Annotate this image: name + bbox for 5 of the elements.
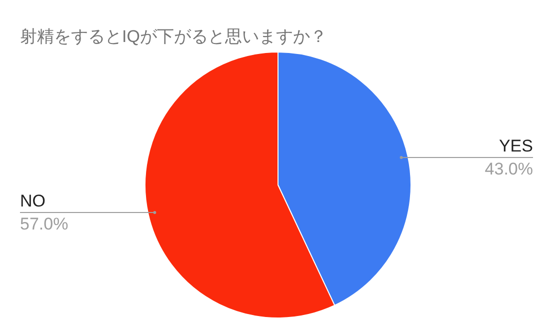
chart-title: 射精をするとIQが下がると思いますか？	[20, 27, 327, 46]
slice-label: YES	[498, 136, 533, 156]
slice-label: NO	[20, 192, 46, 211]
data-label: 57.0%	[20, 214, 68, 234]
data-label: 43.0%	[484, 159, 533, 178]
